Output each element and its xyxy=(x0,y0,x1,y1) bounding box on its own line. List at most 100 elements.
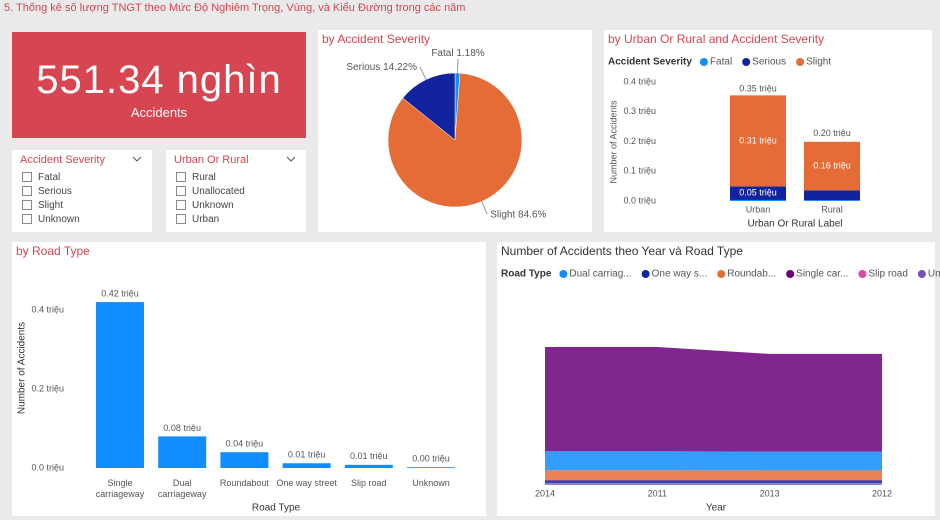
legend-marker xyxy=(641,270,650,278)
legend-title: Road Type xyxy=(501,269,552,280)
item-label: Fatal xyxy=(38,171,61,183)
chevron[interactable] xyxy=(286,156,296,162)
item-label: Unallocated xyxy=(192,185,245,197)
legend-marker xyxy=(699,58,708,66)
item-label: Serious xyxy=(38,185,72,197)
data-label: 0.42 triệu xyxy=(101,288,139,298)
bar xyxy=(220,452,269,468)
pie-slice xyxy=(402,72,456,141)
pie-category: Serious xyxy=(346,62,380,73)
x-axis-label: Year xyxy=(706,503,727,514)
bar-segment xyxy=(804,141,860,191)
data-label: 0.01 triệu xyxy=(288,450,326,460)
bar xyxy=(158,436,207,468)
chart-title: Number of Accidents theo Year và Road Ty… xyxy=(501,244,743,258)
legend-label: Serious xyxy=(752,57,786,68)
leader-line xyxy=(456,59,459,74)
chart-title: by Road Type xyxy=(16,244,90,258)
item-label: Unknown xyxy=(38,213,80,225)
data-label: 0.00 triệu xyxy=(412,454,450,464)
bar xyxy=(96,302,144,468)
leader-line xyxy=(481,201,488,215)
bar-segment xyxy=(730,95,786,187)
x-tick-label: 2012 xyxy=(872,488,892,498)
legend-label: Fatal xyxy=(710,57,732,68)
legend-marker xyxy=(717,270,726,278)
slicer-item[interactable]: Rural xyxy=(176,170,306,184)
data-label: 0.08 triệu xyxy=(163,423,201,433)
x-axis-label: Urban Or Rural Label xyxy=(747,219,842,230)
bar xyxy=(407,467,455,469)
x-tick-label: Roundabout xyxy=(219,478,269,488)
legend-label: Slight xyxy=(806,57,831,68)
kpi-value: 551.34 nghìn xyxy=(36,58,282,102)
legend-label: Dual carriag... xyxy=(569,269,631,280)
pie-category: Slight xyxy=(490,209,515,220)
leader-line xyxy=(419,66,427,80)
pie-label: Serious 14.22% xyxy=(346,62,417,73)
pie-value: 84.6% xyxy=(518,209,546,220)
slicer-item[interactable]: Slight xyxy=(22,198,152,212)
chevron[interactable] xyxy=(132,156,142,162)
data-label: 0.04 triệu xyxy=(226,439,264,449)
total-label: 0.35 triệu xyxy=(739,83,777,93)
legend-marker xyxy=(858,270,867,278)
slicer[interactable]: Accident Severity Fatal Serious Slight U… xyxy=(12,150,152,232)
bar-segment xyxy=(730,199,786,201)
x-tick-label: Slip road xyxy=(351,478,387,488)
slicer-item[interactable]: Unallocated xyxy=(176,184,306,198)
slicer-title: Accident Severity xyxy=(20,154,105,166)
bar-segment xyxy=(804,200,860,201)
item-label: Rural xyxy=(192,171,216,183)
slicer-item[interactable]: Unknown xyxy=(176,198,306,212)
x-tick-label: 2014 xyxy=(535,488,555,498)
chart-title: by Urban Or Rural and Accident Severity xyxy=(608,32,824,46)
pie-label: Fatal 1.18% xyxy=(431,48,484,59)
pie-value: 14.22% xyxy=(383,62,417,73)
slicer-item[interactable]: Unknown xyxy=(22,212,152,226)
y-axis-label: Number of Accidents xyxy=(17,322,28,414)
x-tick-label: 2011 xyxy=(648,488,667,498)
y-tick-label: 0.1 triệu xyxy=(623,166,656,176)
bar xyxy=(282,463,331,468)
y-tick-label: 0.2 triệu xyxy=(31,383,64,393)
legend-marker xyxy=(742,58,751,66)
legend-marker xyxy=(786,270,795,278)
x-axis-label: Road Type xyxy=(252,503,301,514)
y-tick-label: 0.2 triệu xyxy=(623,136,656,146)
item-label: Slight xyxy=(38,199,64,211)
area xyxy=(545,451,882,471)
y-axis-label: Number of Accidents xyxy=(608,100,618,184)
x-tick-label: Dual carriageway xyxy=(157,478,207,499)
slicer-item[interactable]: Fatal xyxy=(22,170,152,184)
legend-marker xyxy=(796,58,805,66)
bar xyxy=(344,464,393,468)
legend-label: Slip road xyxy=(868,269,907,280)
bar-segment xyxy=(804,190,860,201)
slicer-item[interactable]: Serious xyxy=(22,184,152,198)
total-label: 0.20 triệu xyxy=(813,128,851,138)
area xyxy=(545,470,882,481)
bar-segment xyxy=(730,186,786,200)
legend-label: One way s... xyxy=(652,269,708,280)
slicer-title: Urban Or Rural xyxy=(174,154,249,166)
y-tick-label: 0.0 triệu xyxy=(623,195,656,205)
data-label: 0.05 triệu xyxy=(739,188,777,198)
slicer[interactable]: Urban Or Rural Rural Unallocated Unknown… xyxy=(166,150,306,232)
slicer-item[interactable]: Urban xyxy=(176,212,306,226)
x-tick-label: Urban xyxy=(746,204,771,214)
x-tick-label: Single carriageway xyxy=(95,478,145,499)
data-label: 0.16 triệu xyxy=(813,160,851,170)
panel xyxy=(12,242,486,516)
area xyxy=(545,480,882,484)
pie-value: 1.18% xyxy=(456,48,484,59)
y-tick-label: 0.4 triệu xyxy=(31,304,64,314)
item-label: Urban xyxy=(192,213,220,225)
pie-category: Fatal xyxy=(431,48,453,59)
x-tick-label: One way street xyxy=(276,478,337,488)
page-title: 5. Thống kê số lượng TNGT theo Mức Độ Ng… xyxy=(4,2,466,14)
legend-marker xyxy=(559,270,568,278)
item-label: Unknown xyxy=(192,199,234,211)
